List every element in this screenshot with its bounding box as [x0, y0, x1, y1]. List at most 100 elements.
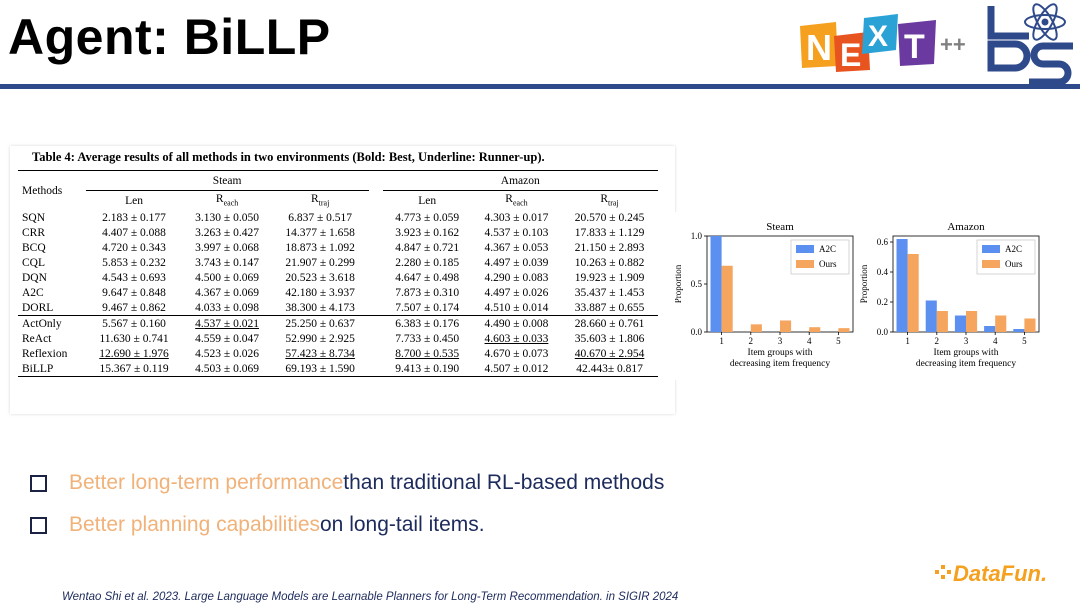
value-cell: 4.507 ± 0.012 [471, 361, 562, 377]
x-tick-label: 3 [964, 336, 969, 346]
value-cell: 18.873 ± 1.092 [285, 241, 355, 254]
value-cell: 4.500 ± 0.069 [195, 271, 259, 284]
x-tick-label: 5 [836, 336, 841, 346]
bullet-text: than traditional RL-based methods [343, 471, 665, 494]
group-header-steam: Steam [85, 170, 369, 191]
value-cell: 4.367 ± 0.053 [484, 241, 549, 254]
method-cell: SQN [22, 211, 46, 224]
bar-ours [1024, 318, 1036, 332]
svg-text:T: T [904, 28, 925, 66]
value-cell: 4.543 ± 0.693 [102, 271, 166, 284]
y-axis-label: Proportion [859, 264, 869, 303]
x-tick-label: 1 [905, 336, 910, 346]
y-tick-label: 0.5 [691, 279, 703, 289]
bar-charts: Steam 0.0 0.5 1.0 Proportion 1 2 3 4 5 Item groups… [673, 221, 1040, 369]
checkbox-bullet-icon [30, 516, 47, 534]
legend-swatch [982, 260, 1000, 268]
method-cell: CQL [22, 256, 45, 269]
value-cell: 4.490 ± 0.008 [471, 315, 562, 331]
value-cell: 11.630 ± 0.741 [99, 332, 169, 345]
table-row: A2C 9.647 ± 0.848 4.367 ± 0.069 42.180 ± 3.… [18, 285, 658, 300]
long-tail-charts: Steam 0.0 0.5 1.0 Proportion 1 2 3 4 5 Item groups… [673, 212, 1055, 380]
value-cell: 57.423 ± 8.734 [285, 347, 355, 360]
value-cell: 35.437 ± 1.453 [574, 286, 645, 299]
metric-header: Len [125, 194, 143, 207]
table-row: DORL 9.467 ± 0.862 4.033 ± 0.098 38.300 ± 4… [18, 300, 658, 316]
table-row: Reflexion 12.690 ± 1.976 4.523 ± 0.026 57.4… [18, 346, 658, 361]
value-cell: 4.510 ± 0.014 [484, 301, 549, 314]
results-table: Methods Steam Amazon Len Reach Rtraj Len Rea… [18, 170, 658, 377]
table-row: CRR 4.407 ± 0.088 3.263 ± 0.427 14.377 ± 1.… [18, 225, 658, 240]
bullet-item: Better long-term performance than tradit… [30, 462, 664, 504]
bar-ours [995, 315, 1007, 332]
bullet-highlight: Better planning capabilities [69, 513, 320, 536]
x-tick-label: 2 [935, 336, 940, 346]
value-cell: 4.407 ± 0.088 [102, 226, 166, 239]
value-cell: 3.923 ± 0.162 [395, 226, 460, 239]
metric-header: Len [418, 194, 437, 207]
x-tick-label: 1 [719, 336, 724, 346]
method-cell: Reflexion [22, 347, 68, 360]
table-row: BCQ 4.720 ± 0.343 3.997 ± 0.068 18.873 ± 1.… [18, 240, 658, 255]
value-cell: 7.873 ± 0.310 [395, 286, 460, 299]
y-tick-label: 0.6 [877, 237, 889, 247]
datafun-logo: DataFun. [935, 561, 1047, 586]
value-cell: 4.537 ± 0.103 [484, 226, 549, 239]
bar-ours [966, 311, 978, 332]
value-cell: 6.837 ± 0.517 [288, 211, 353, 224]
bar-ours [809, 327, 821, 332]
value-cell: 4.303 ± 0.017 [484, 211, 549, 224]
y-tick-label: 1.0 [691, 231, 703, 241]
svg-text:++: ++ [940, 32, 966, 57]
value-cell: 4.647 ± 0.498 [395, 271, 460, 284]
bar-a2c [710, 236, 722, 332]
bar-a2c [954, 315, 966, 332]
value-cell: 2.183 ± 0.177 [102, 211, 166, 224]
value-cell: 5.853 ± 0.232 [102, 256, 166, 269]
value-cell: 4.290 ± 0.083 [484, 271, 549, 284]
value-cell: 40.670 ± 2.954 [574, 347, 645, 360]
bullet-list: Better long-term performance than tradit… [30, 462, 664, 546]
metric-header: Reach [505, 193, 528, 208]
method-cell: A2C [22, 286, 44, 299]
value-cell: 28.660 ± 0.761 [561, 315, 658, 331]
y-tick-label: 0.2 [877, 297, 888, 307]
table-caption: Table 4: Average results of all methods … [32, 150, 545, 164]
value-cell: 10.263 ± 0.882 [574, 256, 645, 269]
bullet-highlight: Better long-term performance [69, 471, 344, 494]
value-cell: 33.887 ± 0.655 [574, 301, 645, 314]
chart-title: Amazon [947, 221, 985, 233]
group-header-amazon: Amazon [382, 170, 658, 191]
value-cell: 4.497 ± 0.026 [484, 286, 549, 299]
value-cell: 21.907 ± 0.299 [285, 256, 355, 269]
value-cell: 4.670 ± 0.073 [484, 347, 549, 360]
method-cell: ActOnly [18, 315, 86, 331]
methods-header: Methods [18, 170, 86, 210]
bar-ours [721, 265, 733, 332]
value-cell: 4.503 ± 0.069 [182, 361, 272, 377]
x-axis-label: Item groups with decreasing item frequenc… [916, 348, 1016, 369]
x-tick-label: 4 [807, 336, 812, 346]
table-row: ReAct 11.630 ± 0.741 4.559 ± 0.047 52.990 ±… [18, 331, 658, 346]
lds-logo [987, 3, 1073, 86]
bar-ours [838, 328, 850, 332]
legend-label: Ours [819, 259, 837, 269]
chart-title: Steam [766, 221, 794, 233]
value-cell: 42.443± 0.817 [561, 361, 658, 377]
value-cell: 4.033 ± 0.098 [195, 301, 259, 314]
bar-ours [750, 324, 762, 332]
bar-a2c [896, 239, 908, 332]
value-cell: 9.467 ± 0.862 [102, 301, 166, 314]
bar-ours [907, 254, 919, 332]
value-cell: 7.733 ± 0.450 [395, 332, 460, 345]
value-cell: 69.193 ± 1.590 [271, 361, 369, 377]
slide-title: Agent: BiLLP [8, 9, 331, 65]
value-cell: 4.559 ± 0.047 [195, 332, 259, 345]
method-cell: DORL [22, 301, 54, 314]
bullet-item: Better planning capabilities on long-tai… [30, 504, 664, 546]
metric-header: Rtraj [310, 193, 330, 208]
citation: Wentao Shi et al. 2023. Large Language M… [62, 591, 679, 603]
x-axis-label: Item groups with decreasing item frequenc… [730, 348, 830, 369]
table-row: ActOnly 5.567 ± 0.160 4.537 ± 0.021 25.250 … [18, 315, 658, 331]
bar-a2c [1013, 329, 1025, 332]
